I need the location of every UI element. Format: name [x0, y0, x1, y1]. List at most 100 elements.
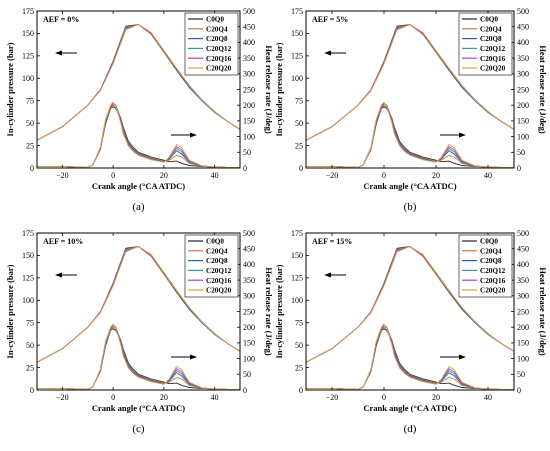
aef-annotation: AEF = 15%	[312, 237, 352, 246]
legend-label-C20Q16: C20Q16	[206, 277, 232, 285]
x-tick-label: 0	[382, 393, 386, 402]
y-left-tick-label: 175	[291, 229, 303, 238]
x-tick-label: 40	[211, 393, 219, 402]
legend-label-C20Q12: C20Q12	[480, 267, 506, 275]
left-arrow-head	[324, 50, 331, 56]
y-right-tick-label: 200	[517, 323, 529, 332]
right-arrow-head	[459, 132, 466, 138]
series-curves	[37, 23, 240, 168]
legend-label-C0Q0: C0Q0	[480, 238, 498, 246]
y-right-tick-label: 250	[243, 85, 255, 94]
legend-label-C20Q4: C20Q4	[480, 247, 502, 255]
right-arrow-head	[190, 132, 197, 138]
left-arrow-head	[55, 50, 62, 56]
y-left-tick-label: 100	[22, 74, 34, 83]
x-tick-label: 0	[111, 171, 115, 180]
left-arrow-head	[324, 272, 331, 278]
panel-2: −20 0 20 4002550751001251501750501001502002…	[274, 7, 548, 213]
y-left-tick-label: 100	[22, 296, 34, 305]
x-axis-title: Crank angle (°CA ATDC)	[92, 181, 185, 191]
panel-label: (a)	[132, 201, 145, 213]
y-right-tick-label: 50	[243, 148, 251, 157]
hrr-line-C0Q0	[306, 328, 514, 390]
hrr-line-C20Q12	[306, 102, 514, 168]
hrr-line-C20Q12	[306, 324, 514, 390]
legend-label-C20Q4: C20Q4	[206, 247, 228, 255]
hrr-line-C20Q4	[306, 104, 514, 168]
y-right-tick-label: 350	[243, 54, 255, 63]
y-right-tick-label: 250	[243, 307, 255, 316]
y-right-tick-label: 100	[517, 132, 529, 141]
aef-annotation: AEF = 0%	[43, 15, 79, 24]
pressure-line-C20Q20	[37, 245, 240, 363]
legend-label-C20Q16: C20Q16	[480, 277, 506, 285]
pressure-line-C20Q20	[37, 23, 240, 141]
y-left-tick-label: 25	[26, 141, 34, 150]
x-tick-label: −20	[326, 171, 339, 180]
hrr-line-C20Q12	[37, 102, 240, 168]
x-tick-label: 40	[484, 171, 492, 180]
legend-label-C20Q12: C20Q12	[480, 45, 506, 53]
legend-box	[458, 234, 513, 298]
y-right-tick-label: 500	[517, 229, 529, 238]
y-left-tick-label: 0	[30, 386, 34, 395]
y-left-tick-label: 0	[299, 164, 303, 173]
hrr-line-C20Q4	[37, 326, 240, 390]
y-right-tick-label: 450	[517, 245, 529, 254]
y-right-tick-label: 0	[243, 386, 247, 395]
legend-label-C20Q4: C20Q4	[480, 25, 502, 33]
x-tick-label: −20	[326, 393, 339, 402]
panel-label: (c)	[132, 423, 145, 435]
hrr-line-C0Q0	[37, 106, 240, 168]
series-curves	[306, 245, 514, 390]
y-right-tick-label: 150	[243, 117, 255, 126]
legend-label-C20Q12: C20Q12	[206, 45, 232, 53]
y-right-tick-label: 150	[517, 117, 529, 126]
y-left-tick-label: 25	[295, 363, 303, 372]
hrr-line-C20Q16	[306, 101, 514, 168]
y-left-tick-label: 50	[26, 341, 34, 350]
hrr-line-C20Q4	[37, 104, 240, 168]
panel-4: −20 0 20 4002550751001251501750501001502002…	[274, 229, 548, 435]
pressure-line-C20Q20	[306, 23, 514, 141]
y-left-tick-label: 75	[26, 319, 34, 328]
legend-label-C20Q20: C20Q20	[206, 287, 232, 295]
y-left-tick-label: 50	[295, 119, 303, 128]
y-left-tick-label: 0	[299, 386, 303, 395]
y-right-tick-label: 50	[517, 148, 525, 157]
y-left-tick-label: 150	[291, 251, 303, 260]
y-left-tick-label: 150	[22, 29, 34, 38]
x-axis-title: Crank angle (°CA ATDC)	[363, 403, 456, 413]
y-right-tick-label: 400	[243, 38, 255, 47]
hrr-line-C20Q8	[306, 325, 514, 390]
x-tick-label: 20	[160, 171, 168, 180]
hrr-line-C20Q16	[37, 323, 240, 390]
y-left-tick-label: 25	[295, 141, 303, 150]
series-curves	[306, 23, 514, 168]
legend-label-C20Q8: C20Q8	[206, 35, 228, 43]
aef-annotation: AEF = 5%	[312, 15, 348, 24]
legend-label-C20Q20: C20Q20	[206, 65, 232, 73]
y-left-tick-label: 175	[291, 7, 303, 16]
y-left-tick-label: 25	[26, 363, 34, 372]
legend-label-C0Q0: C0Q0	[206, 238, 224, 246]
y-right-tick-label: 100	[517, 354, 529, 363]
legend-label-C20Q8: C20Q8	[480, 257, 502, 265]
panel-label: (d)	[404, 423, 417, 435]
hrr-line-C20Q20	[306, 101, 514, 168]
x-axis-title: Crank angle (°CA ATDC)	[92, 403, 185, 413]
aef-annotation: AEF = 10%	[43, 237, 83, 246]
y-left-tick-label: 75	[295, 97, 303, 106]
y-left-tick-label: 100	[291, 296, 303, 305]
y-left-axis-title: In-cylinder pressure (bar)	[5, 264, 15, 358]
y-right-tick-label: 0	[517, 164, 521, 173]
legend-label-C20Q20: C20Q20	[480, 287, 506, 295]
y-right-tick-label: 500	[517, 7, 529, 16]
y-right-axis-title: Heat release rate (J/deg)	[264, 267, 274, 356]
y-left-tick-label: 125	[291, 274, 303, 283]
y-right-tick-label: 400	[243, 260, 255, 269]
y-right-tick-label: 150	[243, 339, 255, 348]
legend-label-C20Q8: C20Q8	[480, 35, 502, 43]
